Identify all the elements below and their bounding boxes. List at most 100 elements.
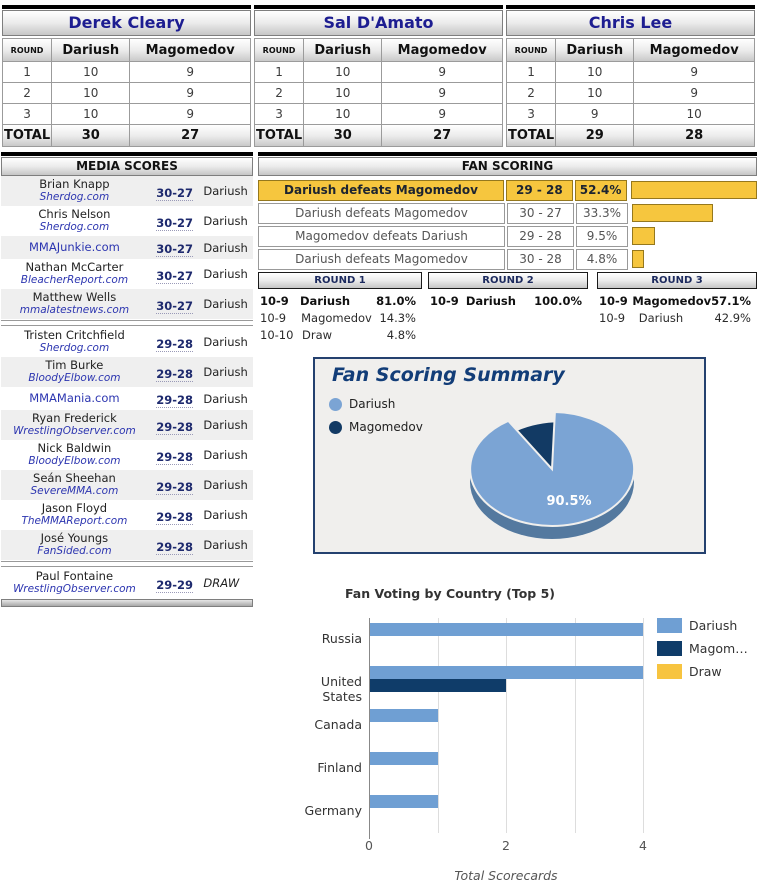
bar-legend-item: Draw bbox=[657, 664, 748, 679]
media-score-value[interactable]: 30-27 bbox=[156, 215, 193, 231]
media-score-row: Chris Nelson Sherdog.com 30-27 Dariush bbox=[1, 206, 253, 236]
round-score-row: 1 10 9 bbox=[253, 61, 503, 83]
media-score-value[interactable]: 29-29 bbox=[156, 577, 193, 593]
round-column-header: ROUND bbox=[505, 38, 557, 62]
media-reviewer-name: Seán Sheehan bbox=[33, 471, 116, 485]
fighter1-round-score: 10 bbox=[303, 61, 383, 83]
media-site-link[interactable]: BloodyElbow.com bbox=[28, 372, 121, 384]
legend-label: Draw bbox=[689, 664, 722, 679]
judge-name: Derek Cleary bbox=[2, 10, 251, 36]
media-score-row: Nathan McCarter BleacherReport.com 30-27… bbox=[1, 259, 253, 289]
media-site-link[interactable]: FanSided.com bbox=[37, 545, 112, 557]
media-site-link[interactable]: SevereMMA.com bbox=[30, 485, 119, 497]
round-breakdown-row: 10-10 Draw 4.8% bbox=[258, 326, 422, 343]
round-breakdown-header: ROUND 2 bbox=[428, 272, 588, 289]
total-label: TOTAL bbox=[1, 124, 53, 147]
media-score: 30-27 bbox=[148, 182, 202, 201]
legend-label: Magomedov bbox=[349, 420, 423, 434]
media-reviewer-name: Jason Floyd bbox=[41, 501, 108, 515]
media-site-link[interactable]: MMAJunkie.com bbox=[29, 240, 120, 254]
media-score-value[interactable]: 30-27 bbox=[156, 268, 193, 284]
media-site-link[interactable]: BleacherReport.com bbox=[20, 274, 129, 286]
panel-bottom-border bbox=[1, 599, 253, 607]
media-site-link[interactable]: mmalatestnews.com bbox=[19, 304, 130, 316]
fighter-column-header: Dariush bbox=[555, 38, 635, 62]
media-score-value[interactable]: 29-28 bbox=[156, 366, 193, 382]
round-breakdown-row: 10-9 Dariush 81.0% bbox=[258, 292, 422, 309]
media-group-separator bbox=[1, 561, 253, 567]
media-site-link[interactable]: TheMMAReport.com bbox=[21, 515, 128, 527]
media-site-link[interactable]: MMAMania.com bbox=[29, 391, 120, 405]
media-reviewer: Tim Burke BloodyElbow.com bbox=[1, 359, 148, 385]
fighter1-round-score: 10 bbox=[303, 82, 383, 104]
media-score: 29-28 bbox=[148, 536, 202, 555]
media-reviewer: Paul Fontaine WrestlingObserver.com bbox=[1, 570, 148, 596]
media-score-value[interactable]: 29-28 bbox=[156, 336, 193, 352]
media-score-row: MMAJunkie.com 30-27 Dariush bbox=[1, 236, 253, 259]
media-site-link[interactable]: WrestlingObserver.com bbox=[13, 425, 136, 437]
media-score-value[interactable]: 29-28 bbox=[156, 509, 193, 525]
gridline bbox=[643, 618, 644, 833]
media-score-value[interactable]: 29-28 bbox=[156, 419, 193, 435]
media-score-row: MMAMania.com 29-28 Dariush bbox=[1, 387, 253, 410]
panel-top-border bbox=[506, 5, 755, 9]
media-score: 29-28 bbox=[148, 416, 202, 435]
round-percentage: 57.1% bbox=[711, 293, 751, 308]
round-breakdown-row: 10-9 Magomedov 57.1% bbox=[597, 292, 757, 309]
media-score: 29-28 bbox=[148, 476, 202, 495]
fighter1-total: 29 bbox=[555, 124, 635, 147]
media-site-link[interactable]: BloodyElbow.com bbox=[28, 455, 121, 467]
legend-label: Dariush bbox=[349, 397, 396, 411]
media-score-value[interactable]: 29-28 bbox=[156, 479, 193, 495]
media-score-value[interactable]: 29-28 bbox=[156, 393, 193, 408]
bar-dariush-russia bbox=[370, 623, 643, 636]
round-breakdown-row: 10-9 Dariush 42.9% bbox=[597, 309, 757, 326]
media-winner: Dariush bbox=[203, 335, 248, 349]
panel-top-border bbox=[1, 152, 253, 156]
bar-legend-item: Magom… bbox=[657, 641, 748, 656]
fighter1-round-score: 10 bbox=[51, 103, 131, 125]
media-score: 30-27 bbox=[148, 212, 202, 231]
fighter2-round-score: 9 bbox=[381, 61, 503, 83]
fighter1-round-score: 10 bbox=[51, 82, 131, 104]
media-score-row: Tim Burke BloodyElbow.com 29-28 Dariush bbox=[1, 357, 253, 387]
media-score-value[interactable]: 30-27 bbox=[156, 242, 193, 257]
round-score-row: 2 10 9 bbox=[253, 82, 503, 104]
bar-legend-item: Dariush bbox=[657, 618, 748, 633]
media-score-value[interactable]: 29-28 bbox=[156, 539, 193, 555]
media-score-value[interactable]: 29-28 bbox=[156, 449, 193, 465]
round-score: 10-9 bbox=[260, 310, 287, 325]
media-winner: Dariush bbox=[203, 240, 248, 255]
media-reviewer-name: Tim Burke bbox=[45, 358, 104, 372]
media-site-link[interactable]: Sherdog.com bbox=[39, 342, 110, 354]
judge-name: Chris Lee bbox=[506, 10, 755, 36]
media-site-link[interactable]: WrestlingObserver.com bbox=[13, 583, 136, 595]
round-number: 3 bbox=[505, 103, 557, 125]
round-number: 1 bbox=[1, 61, 53, 83]
fighter2-total: 28 bbox=[633, 124, 755, 147]
fighter1-round-score: 10 bbox=[51, 61, 131, 83]
media-winner: Dariush bbox=[203, 538, 248, 552]
bar-chart-title: Fan Voting by Country (Top 5) bbox=[344, 586, 556, 601]
media-winner: Dariush bbox=[203, 184, 248, 198]
round-winner: Magomedov bbox=[632, 293, 712, 308]
media-score: 29-28 bbox=[148, 363, 202, 382]
fan-outcome: Dariush defeats Magomedov bbox=[258, 203, 505, 224]
round-score: 10-9 bbox=[599, 310, 626, 325]
bar-chart-legend: Dariush Magom… Draw bbox=[657, 618, 748, 687]
legend-swatch-icon bbox=[657, 618, 682, 633]
fan-scoring-header: FAN SCORING bbox=[258, 157, 757, 176]
pie-legend-item: Magomedov bbox=[329, 420, 423, 434]
x-tick-label: 0 bbox=[365, 838, 373, 853]
media-reviewer-name: Brian Knapp bbox=[39, 177, 110, 191]
media-score-value[interactable]: 30-27 bbox=[156, 298, 193, 314]
media-site-link[interactable]: Sherdog.com bbox=[39, 221, 110, 233]
fighter2-round-score: 9 bbox=[129, 82, 251, 104]
round-column-header: ROUND bbox=[253, 38, 305, 62]
media-score-value[interactable]: 30-27 bbox=[156, 185, 193, 201]
media-winner: Dariush bbox=[203, 365, 248, 379]
round-percentage: 42.9% bbox=[714, 310, 751, 325]
media-winner: Dariush bbox=[203, 448, 248, 462]
media-site-link[interactable]: Sherdog.com bbox=[39, 191, 110, 203]
media-score: 29-29 bbox=[148, 574, 202, 593]
